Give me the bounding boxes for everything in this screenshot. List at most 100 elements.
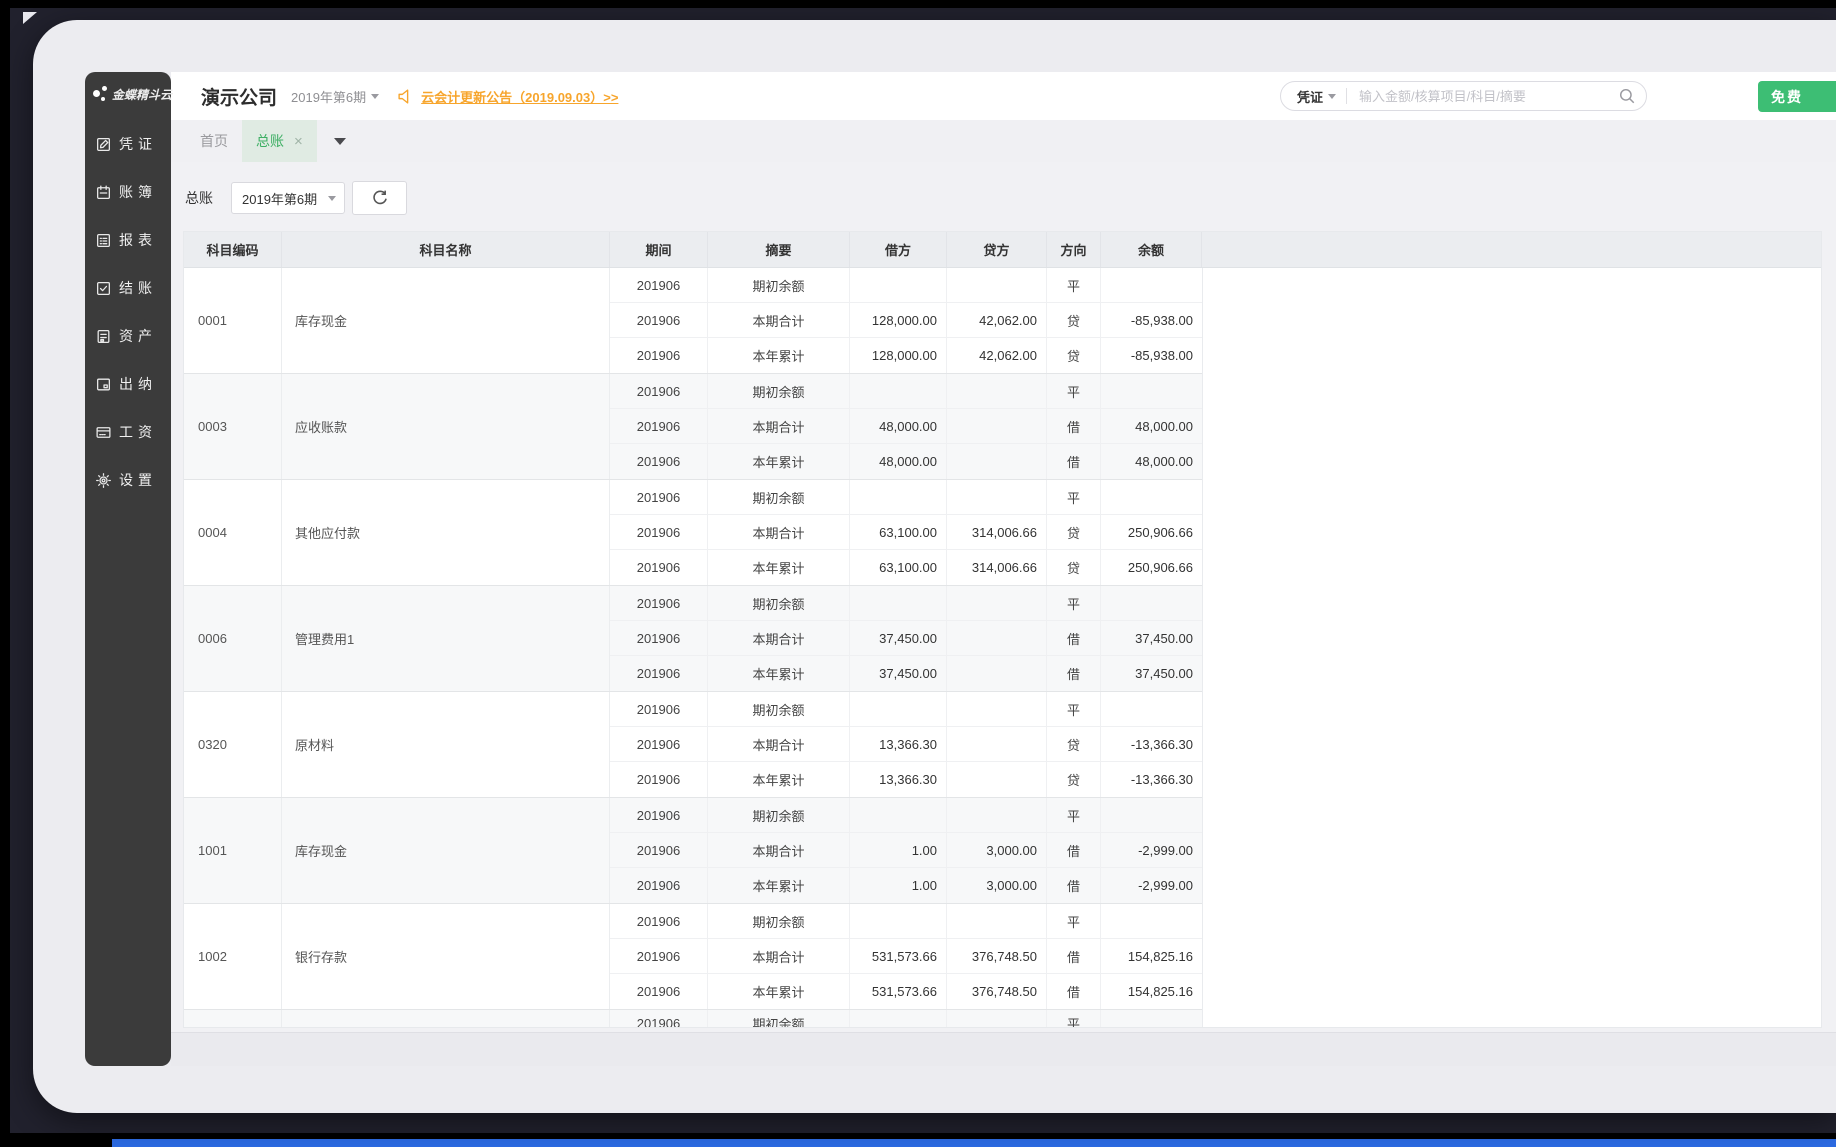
- table-cell: [947, 1010, 1047, 1027]
- table-row[interactable]: 201906 本期合计 13,366.30 贷 -13,366.30: [610, 727, 1202, 762]
- table-row[interactable]: 201906 本期合计 1.00 3,000.00 借 -2,999.00: [610, 833, 1202, 868]
- sidebar-item-reports[interactable]: 报表: [85, 216, 171, 264]
- sidebar-item-closing[interactable]: 结账: [85, 264, 171, 312]
- table-cell: 本期合计: [708, 833, 850, 867]
- window-bottom-gap: [171, 1066, 1836, 1113]
- sidebar-item-cashier[interactable]: 出纳: [85, 360, 171, 408]
- table-cell: [947, 268, 1047, 302]
- sidebar-item-assets[interactable]: 资产: [85, 312, 171, 360]
- table-cell: 借: [1047, 409, 1101, 443]
- sidebar-nav: 凭证 账簿 报表 结账 资产 出纳 工资 设置: [85, 116, 171, 504]
- account-code: 0001: [184, 268, 282, 373]
- sidebar-item-settings[interactable]: 设置: [85, 456, 171, 504]
- ledger-table: 科目编码 科目名称 期间 摘要 借方 贷方 方向 余额 0001 库存现金 201906 期初余额平…: [183, 231, 1822, 1028]
- announcement-link[interactable]: 云会计更新公告（2019.09.03）>>: [421, 89, 619, 105]
- main-area: 演示公司 2019年第6期 云会计更新公告（2019.09.03）>> 凭证: [171, 20, 1836, 1113]
- tab-general-ledger[interactable]: 总账 ×: [242, 120, 317, 162]
- account-group: 0004 其他应付款 201906 期初余额平 201906 本期合计 63,100.00 3…: [184, 480, 1202, 586]
- table-cell: [1101, 798, 1202, 832]
- table-row[interactable]: 201906 本期合计 531,573.66 376,748.50 借 154,825.1…: [610, 939, 1202, 974]
- account-name: 库存现金: [282, 268, 610, 373]
- table-cell: 平: [1047, 904, 1101, 938]
- window-top-gap: [171, 20, 1836, 72]
- table-cell: 借: [1047, 974, 1101, 1009]
- table-row[interactable]: 201906 期初余额 平: [610, 374, 1202, 409]
- table-cell: 本年累计: [708, 550, 850, 585]
- table-row[interactable]: 201906 本年累计 63,100.00 314,006.66 贷 250,906.66: [610, 550, 1202, 585]
- table-cell: 42,062.00: [947, 338, 1047, 373]
- table-row[interactable]: 201906 本年累计 531,573.66 376,748.50 借 154,825.1…: [610, 974, 1202, 1009]
- table-row[interactable]: 201906 本年累计 13,366.30 贷 -13,366.30: [610, 762, 1202, 797]
- ledger-period-select[interactable]: 2019年第6期: [231, 182, 345, 214]
- table-cell: 贷: [1047, 338, 1101, 373]
- horizontal-scrollbar[interactable]: [171, 1032, 1836, 1066]
- table-cell: -2,999.00: [1138, 878, 1193, 893]
- table-row[interactable]: 201906 本期合计 37,450.00 借 37,450.00: [610, 621, 1202, 656]
- table-cell: 128,000.00: [850, 303, 947, 337]
- sidebar-item-voucher[interactable]: 凭证: [85, 120, 171, 168]
- table-row[interactable]: 201906 本年累计 48,000.00 借 48,000.00: [610, 444, 1202, 479]
- search-input[interactable]: [1357, 87, 1618, 105]
- account-name: 银行存款: [282, 904, 610, 1009]
- table-cell: 201906: [610, 939, 708, 973]
- table-cell: [1101, 480, 1202, 514]
- app-logo[interactable]: 金蝶精斗云: [85, 72, 172, 116]
- table-row[interactable]: 201906 本期合计 63,100.00 314,006.66 贷 250,906.66: [610, 515, 1202, 550]
- refresh-button[interactable]: [352, 181, 407, 215]
- table-header-row: 科目编码 科目名称 期间 摘要 借方 贷方 方向 余额: [184, 232, 1821, 268]
- table-row[interactable]: 201906 期初余额 平: [610, 798, 1202, 833]
- account-group: 0006 管理费用1 201906 期初余额平 201906 本期合计 37,450.00 借…: [184, 586, 1202, 692]
- account-name: [282, 1010, 610, 1027]
- table-row[interactable]: 201906 期初余额 平: [610, 904, 1202, 939]
- table-row[interactable]: 201906 期初余额 平: [610, 586, 1202, 621]
- free-upgrade-button[interactable]: 免费: [1758, 81, 1836, 112]
- table-cell: 201906: [610, 798, 708, 832]
- column-header: 科目名称: [282, 232, 610, 267]
- table-row[interactable]: 201906 本年累计 37,450.00 借 37,450.00: [610, 656, 1202, 691]
- table-cell: 借: [1047, 833, 1101, 867]
- salary-card-icon: [95, 424, 112, 441]
- search-icon[interactable]: [1618, 87, 1636, 105]
- table-cell: 201906: [610, 303, 708, 337]
- table-row[interactable]: 201906 期初余额 平: [610, 692, 1202, 727]
- announcement-speaker-icon: [397, 88, 414, 105]
- table-cell: 201906: [610, 727, 708, 761]
- column-header: 贷方: [947, 232, 1047, 267]
- table-cell: [1101, 692, 1202, 726]
- table-cell: -85,938.00: [1130, 312, 1193, 328]
- table-cell: [850, 268, 947, 302]
- table-row[interactable]: 201906 本期合计 128,000.00 42,062.00 贷 -85,938.00: [610, 303, 1202, 338]
- table-cell: 128,000.00: [850, 338, 947, 373]
- tab-bar-tabs: 首页 总账 ×: [186, 120, 317, 162]
- app-window: 金蝶精斗云 凭证 账簿 报表 结账 资产 出纳 工资 设置 演示公司 2019年第6期 云会计…: [33, 20, 1836, 1113]
- table-cell: [850, 1010, 947, 1027]
- tab-label: 首页: [200, 133, 228, 149]
- account-name: 库存现金: [282, 798, 610, 903]
- table-cell: [850, 480, 947, 514]
- column-header: 方向: [1047, 232, 1101, 267]
- table-row[interactable]: 201906 期初余额 平: [610, 268, 1202, 303]
- table-row[interactable]: 201906 本年累计 1.00 3,000.00 借 -2,999.00: [610, 868, 1202, 903]
- search-category-dropdown[interactable]: 凭证: [1297, 87, 1337, 106]
- table-row[interactable]: 201906 期初余额 平: [610, 1010, 1202, 1027]
- tab-home[interactable]: 首页: [186, 120, 242, 162]
- table-row[interactable]: 201906 期初余额 平: [610, 480, 1202, 515]
- table-right-filler: [1202, 268, 1821, 1027]
- sidebar-item-payroll[interactable]: 工资: [85, 408, 171, 456]
- tab-label: 总账: [256, 133, 284, 149]
- table-cell: 201906: [610, 656, 708, 691]
- close-icon[interactable]: ×: [294, 132, 303, 150]
- table-row[interactable]: 201906 本年累计 128,000.00 42,062.00 贷 -85,938.00: [610, 338, 1202, 373]
- company-name: 演示公司: [201, 87, 278, 109]
- account-code: 0320: [184, 692, 282, 797]
- account-code: 0003: [184, 374, 282, 479]
- table-cell: [947, 409, 1047, 443]
- account-group: 0320 原材料 201906 期初余额平 201906 本期合计 13,366.30 贷 -1…: [184, 692, 1202, 798]
- table-cell: 201906: [610, 586, 708, 620]
- table-cell: 250,906.66: [1127, 524, 1193, 540]
- table-row[interactable]: 201906 本期合计 48,000.00 借 48,000.00: [610, 409, 1202, 444]
- table-cell: 本期合计: [708, 621, 850, 655]
- sidebar-item-books[interactable]: 账簿: [85, 168, 171, 216]
- period-selector[interactable]: 2019年第6期: [291, 87, 380, 106]
- tab-list-dropdown[interactable]: [327, 130, 349, 152]
